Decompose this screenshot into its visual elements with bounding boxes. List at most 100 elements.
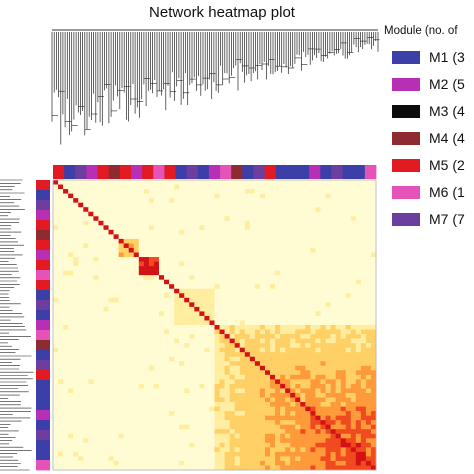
heatmap-cell bbox=[305, 311, 311, 317]
heatmap-cell bbox=[123, 411, 130, 416]
heatmap-cell bbox=[68, 293, 74, 299]
heatmap-cell bbox=[63, 361, 69, 367]
heatmap-cell bbox=[360, 415, 367, 421]
heatmap-cell bbox=[164, 243, 170, 249]
heatmap-cell bbox=[73, 343, 79, 348]
heatmap-cell bbox=[360, 329, 367, 335]
heatmap-cell bbox=[315, 424, 321, 430]
heatmap-cell bbox=[148, 229, 155, 235]
heatmap-cell bbox=[365, 451, 372, 457]
heatmap-cell bbox=[300, 216, 306, 222]
heatmap-cell bbox=[93, 320, 99, 326]
heatmap-cell bbox=[143, 447, 150, 453]
heatmap-cell bbox=[169, 288, 175, 294]
heatmap-cell bbox=[345, 438, 352, 444]
heatmap-cell bbox=[270, 429, 276, 435]
heatmap-cell bbox=[330, 243, 336, 249]
heatmap-cell bbox=[295, 180, 301, 185]
heatmap-cell bbox=[88, 306, 94, 312]
heatmap-cell bbox=[320, 238, 326, 244]
heatmap-cell bbox=[128, 220, 135, 226]
heatmap-cell bbox=[209, 451, 215, 457]
heatmap-cell bbox=[335, 198, 341, 203]
heatmap-cell bbox=[78, 415, 84, 421]
heatmap-cell bbox=[128, 275, 135, 280]
heatmap-cell bbox=[58, 383, 64, 389]
heatmap-cell bbox=[320, 220, 326, 226]
heatmap-cell bbox=[78, 420, 84, 425]
heatmap-cell bbox=[73, 451, 79, 457]
heatmap-cell bbox=[239, 334, 246, 339]
heatmap-cell bbox=[340, 216, 347, 222]
heatmap-cell bbox=[184, 379, 190, 385]
heatmap-cell bbox=[158, 442, 165, 448]
heatmap-cell bbox=[179, 234, 185, 240]
heatmap-cell bbox=[68, 374, 74, 380]
heatmap-cell bbox=[103, 288, 109, 294]
heatmap-cell bbox=[264, 247, 271, 253]
heatmap-cell bbox=[325, 189, 331, 194]
top-color-bar-segment bbox=[75, 165, 87, 179]
heatmap-cell bbox=[275, 225, 281, 231]
heatmap-cell bbox=[305, 392, 311, 398]
heatmap-cell bbox=[285, 193, 291, 199]
heatmap-cell bbox=[123, 361, 130, 367]
heatmap-cell bbox=[179, 424, 185, 430]
heatmap-cell bbox=[128, 211, 135, 217]
heatmap-cell bbox=[350, 338, 357, 344]
heatmap-cell bbox=[93, 406, 99, 412]
heatmap-cell bbox=[194, 302, 200, 308]
heatmap-cell bbox=[365, 352, 372, 358]
heatmap-cell bbox=[259, 374, 266, 380]
heatmap-cell bbox=[108, 334, 114, 339]
heatmap-cell bbox=[285, 225, 291, 231]
heatmap-cell bbox=[280, 320, 286, 326]
heatmap-cell bbox=[370, 225, 377, 231]
heatmap-cell bbox=[123, 433, 130, 439]
heatmap-cell bbox=[295, 374, 301, 380]
heatmap-cell bbox=[360, 180, 367, 185]
heatmap-cell bbox=[169, 257, 175, 262]
heatmap-cell bbox=[310, 424, 316, 430]
heatmap-cell bbox=[295, 315, 301, 321]
heatmap-cell bbox=[108, 347, 114, 353]
heatmap-cell bbox=[335, 325, 341, 330]
heatmap-cell bbox=[184, 189, 190, 194]
heatmap-cell bbox=[164, 433, 170, 439]
heatmap-cell bbox=[249, 180, 256, 185]
heatmap-cell bbox=[83, 424, 89, 430]
heatmap-cell bbox=[239, 293, 246, 299]
heatmap-cell bbox=[335, 257, 341, 262]
heatmap-cell bbox=[219, 352, 225, 358]
heatmap-cell bbox=[345, 370, 352, 376]
heatmap-cell bbox=[88, 352, 94, 358]
heatmap-cell bbox=[184, 293, 190, 299]
heatmap-cell bbox=[224, 252, 230, 258]
heatmap-cell bbox=[335, 238, 341, 244]
heatmap-cell bbox=[204, 402, 210, 407]
heatmap-cell bbox=[158, 352, 165, 358]
heatmap-cell bbox=[365, 334, 372, 339]
heatmap-cell bbox=[315, 288, 321, 294]
heatmap-cell bbox=[153, 193, 160, 199]
legend-title: Module (no. of bbox=[384, 25, 458, 37]
heatmap-cell bbox=[169, 184, 175, 190]
heatmap-cell bbox=[244, 438, 251, 444]
heatmap-cell bbox=[78, 424, 84, 430]
heatmap-cell bbox=[244, 420, 251, 425]
heatmap-cell bbox=[68, 442, 74, 448]
heatmap-cell bbox=[224, 243, 230, 249]
heatmap-cell bbox=[98, 392, 104, 398]
heatmap-cell bbox=[275, 388, 281, 394]
heatmap-cell bbox=[128, 460, 135, 466]
heatmap-cell bbox=[133, 392, 140, 398]
heatmap-cell bbox=[68, 211, 74, 217]
heatmap-cell bbox=[305, 356, 311, 362]
heatmap-cell bbox=[108, 216, 114, 222]
heatmap-cell bbox=[275, 211, 281, 217]
heatmap-cell bbox=[68, 356, 74, 362]
heatmap-cell bbox=[204, 352, 210, 358]
heatmap-cell bbox=[355, 252, 362, 258]
heatmap-cell bbox=[300, 361, 306, 367]
heatmap-cell bbox=[325, 252, 331, 258]
